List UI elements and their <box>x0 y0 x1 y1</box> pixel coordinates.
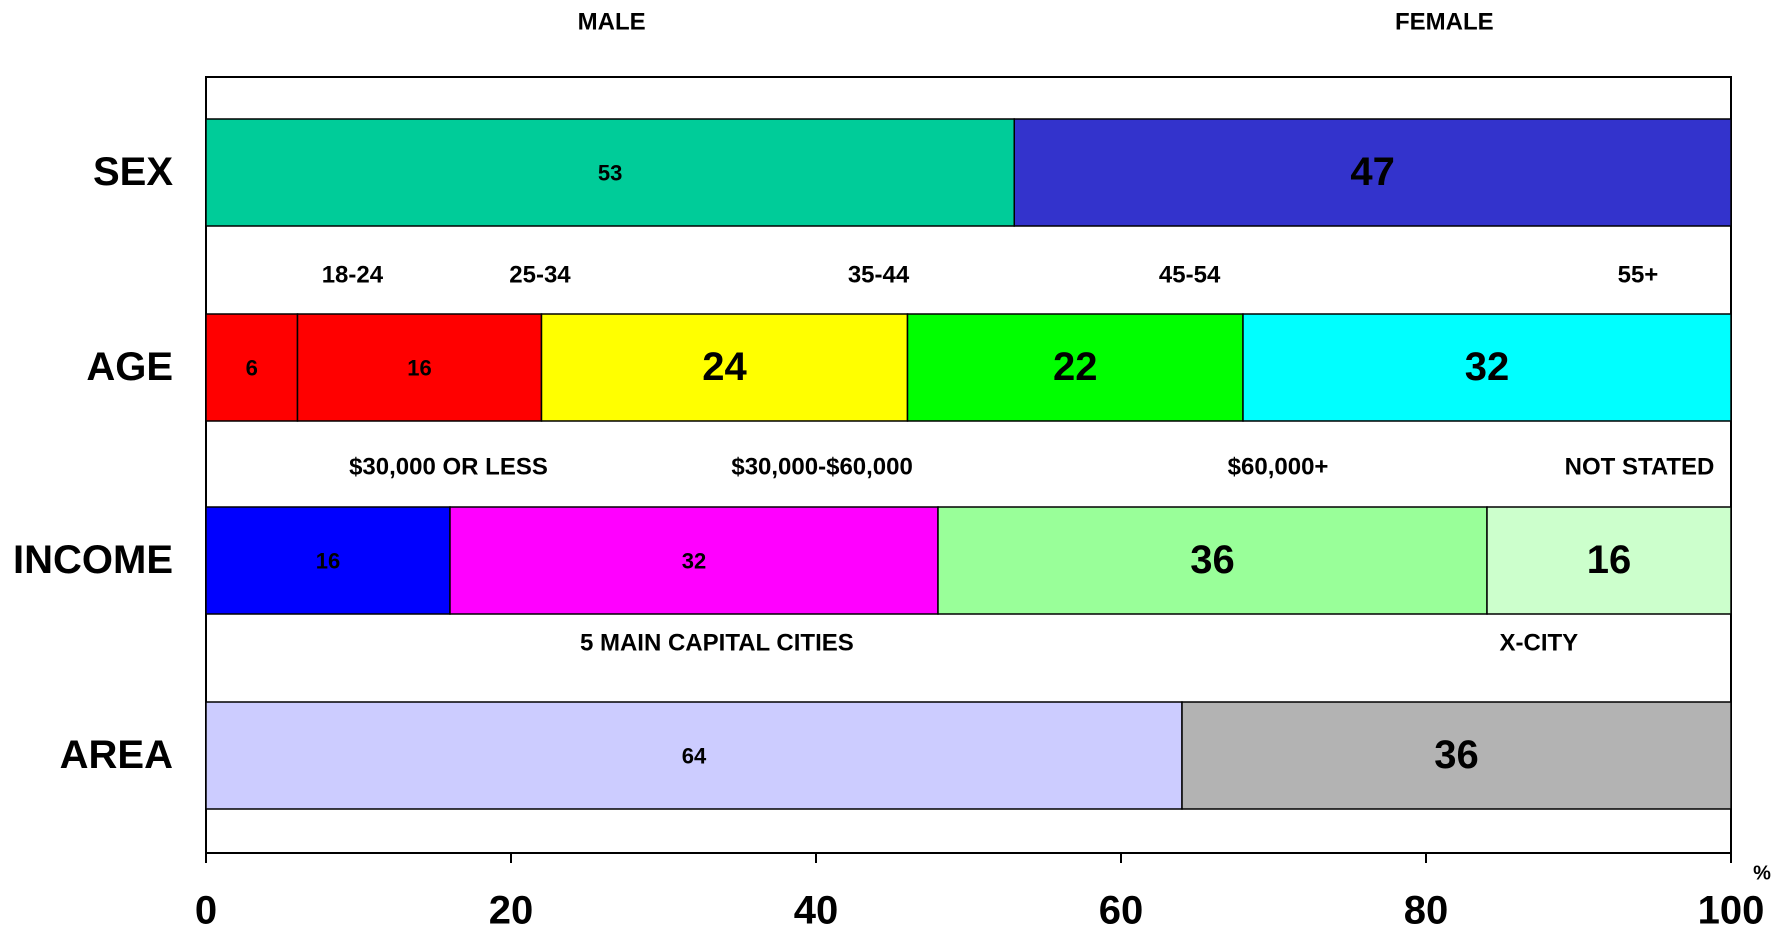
value-label: 32 <box>682 548 706 573</box>
segment-name: $60,000+ <box>1228 453 1329 480</box>
value-label: 16 <box>316 548 340 573</box>
value-label: 53 <box>598 160 622 185</box>
value-label: 6 <box>246 355 258 380</box>
x-tick-label: 20 <box>489 889 534 932</box>
segment-name: $30,000-$60,000 <box>731 453 913 480</box>
segment-name: NOT STATED <box>1565 453 1715 480</box>
segment-name: 25-34 <box>509 261 571 288</box>
x-tick-label: 80 <box>1404 889 1449 932</box>
segment-name: 18-24 <box>322 261 384 288</box>
bar-segment <box>1013 118 1732 227</box>
segment-name: $30,000 OR LESS <box>349 453 548 480</box>
value-label: 24 <box>702 345 747 389</box>
value-label: 16 <box>407 355 431 380</box>
segment-name: 55+ <box>1618 261 1659 288</box>
plot-frame <box>205 76 1732 854</box>
value-label: 32 <box>1465 345 1510 389</box>
x-unit: % <box>1753 862 1771 884</box>
segment-name: MALE <box>578 8 646 35</box>
segment-name: 45-54 <box>1159 261 1221 288</box>
value-label: 47 <box>1350 150 1395 194</box>
bar-segment <box>540 313 909 422</box>
bar-segment <box>296 313 543 422</box>
bar-segment <box>205 701 1183 810</box>
row-label: AGE <box>86 345 173 389</box>
bar-segment <box>449 506 939 615</box>
bar-segment <box>906 313 1244 422</box>
bar-segment <box>205 506 451 615</box>
segment-name: 35-44 <box>848 261 910 288</box>
bar-segment <box>937 506 1488 615</box>
x-tick-label: 100 <box>1698 889 1765 932</box>
bar-segment <box>205 118 1015 227</box>
segment-name: FEMALE <box>1395 8 1494 35</box>
value-label: 16 <box>1587 538 1632 582</box>
x-tick-label: 0 <box>195 889 217 932</box>
bar-segment <box>1242 313 1732 422</box>
bar-segment <box>205 313 299 422</box>
row-label: SEX <box>93 150 173 194</box>
segment-name: X-CITY <box>1500 629 1579 656</box>
bar-segment <box>1181 701 1732 810</box>
segment-name: 5 MAIN CAPITAL CITIES <box>580 629 854 656</box>
value-label: 64 <box>682 743 707 768</box>
x-tick-label: 40 <box>794 889 839 932</box>
row-label: AREA <box>60 733 173 777</box>
x-tick-label: 60 <box>1099 889 1144 932</box>
row-label: INCOME <box>13 538 173 582</box>
bar-segment <box>1486 506 1732 615</box>
value-label: 36 <box>1434 733 1479 777</box>
value-label: 36 <box>1190 538 1235 582</box>
value-label: 22 <box>1053 345 1098 389</box>
